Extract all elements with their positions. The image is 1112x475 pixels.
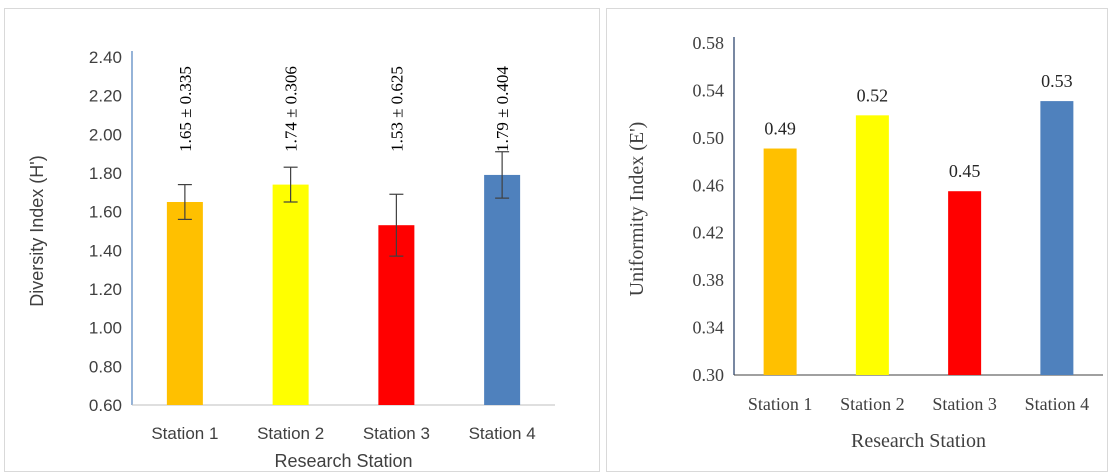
bar xyxy=(272,184,309,405)
bar xyxy=(763,148,797,375)
bar xyxy=(1040,101,1074,375)
data-label: 0.45 xyxy=(949,161,981,181)
y-tick-label: 0.60 xyxy=(89,396,122,415)
uniformity-chart: 0.30 0.34 0.38 0.42 0.46 0.50 0.54 0.58 Station … xyxy=(626,33,1103,452)
y-tick-label: 0.30 xyxy=(693,365,725,385)
y-tick-label: 1.60 xyxy=(89,203,122,222)
y-tick-label: 0.80 xyxy=(89,357,122,376)
y-tick-label: 0.46 xyxy=(693,175,725,195)
x-tick-label: Station 3 xyxy=(932,394,997,414)
x-axis-title: Research Station xyxy=(274,451,412,471)
y-tick-label: 1.40 xyxy=(89,241,122,260)
y-axis-title: Uniformity Index (E') xyxy=(626,122,648,297)
x-tick-label: Station 1 xyxy=(151,424,218,443)
x-tick-label: Station 2 xyxy=(840,394,905,414)
data-label: 1.65 ± 0.335 xyxy=(176,66,195,152)
x-tick-label: Station 4 xyxy=(469,424,536,443)
y-tick-label: 1.80 xyxy=(89,164,122,183)
data-label: 1.74 ± 0.306 xyxy=(282,66,301,152)
y-tick-label: 2.20 xyxy=(89,87,122,106)
y-axis-title: Diversity Index (H') xyxy=(27,155,47,306)
data-label: 0.49 xyxy=(764,119,796,139)
x-tick-label: Station 4 xyxy=(1025,394,1090,414)
y-tick-label: 0.42 xyxy=(693,223,725,243)
x-tick-label: Station 1 xyxy=(748,394,813,414)
data-label: 1.53 ± 0.625 xyxy=(387,66,406,152)
y-tick-label: 1.20 xyxy=(89,280,122,299)
y-tick-label: 2.40 xyxy=(89,48,122,67)
uniformity-chart-panel: 0.30 0.34 0.38 0.42 0.46 0.50 0.54 0.58 Station … xyxy=(606,8,1108,472)
bar xyxy=(484,174,521,405)
data-label: 1.79 ± 0.404 xyxy=(493,66,512,152)
diversity-chart: 0.60 0.80 1.00 1.20 1.40 1.60 1.80 2.00 2.20 2.40… xyxy=(27,48,555,471)
y-tick-label: 0.38 xyxy=(693,270,725,290)
x-tick-label: Station 2 xyxy=(257,424,324,443)
bar xyxy=(166,202,203,405)
y-tick-label: 1.00 xyxy=(89,319,122,338)
bar xyxy=(855,115,889,375)
x-axis-title: Research Station xyxy=(851,430,986,452)
bar xyxy=(948,191,982,375)
y-tick-label: 2.00 xyxy=(89,125,122,144)
y-tick-label: 0.50 xyxy=(693,128,725,148)
data-label: 0.53 xyxy=(1041,71,1073,91)
y-tick-label: 0.54 xyxy=(693,80,725,100)
data-label: 0.52 xyxy=(857,85,889,105)
diversity-chart-panel: 0.60 0.80 1.00 1.20 1.40 1.60 1.80 2.00 2.20 2.40… xyxy=(4,8,600,472)
y-tick-label: 0.58 xyxy=(693,33,725,53)
y-tick-label: 0.34 xyxy=(693,318,725,338)
x-tick-label: Station 3 xyxy=(363,424,430,443)
